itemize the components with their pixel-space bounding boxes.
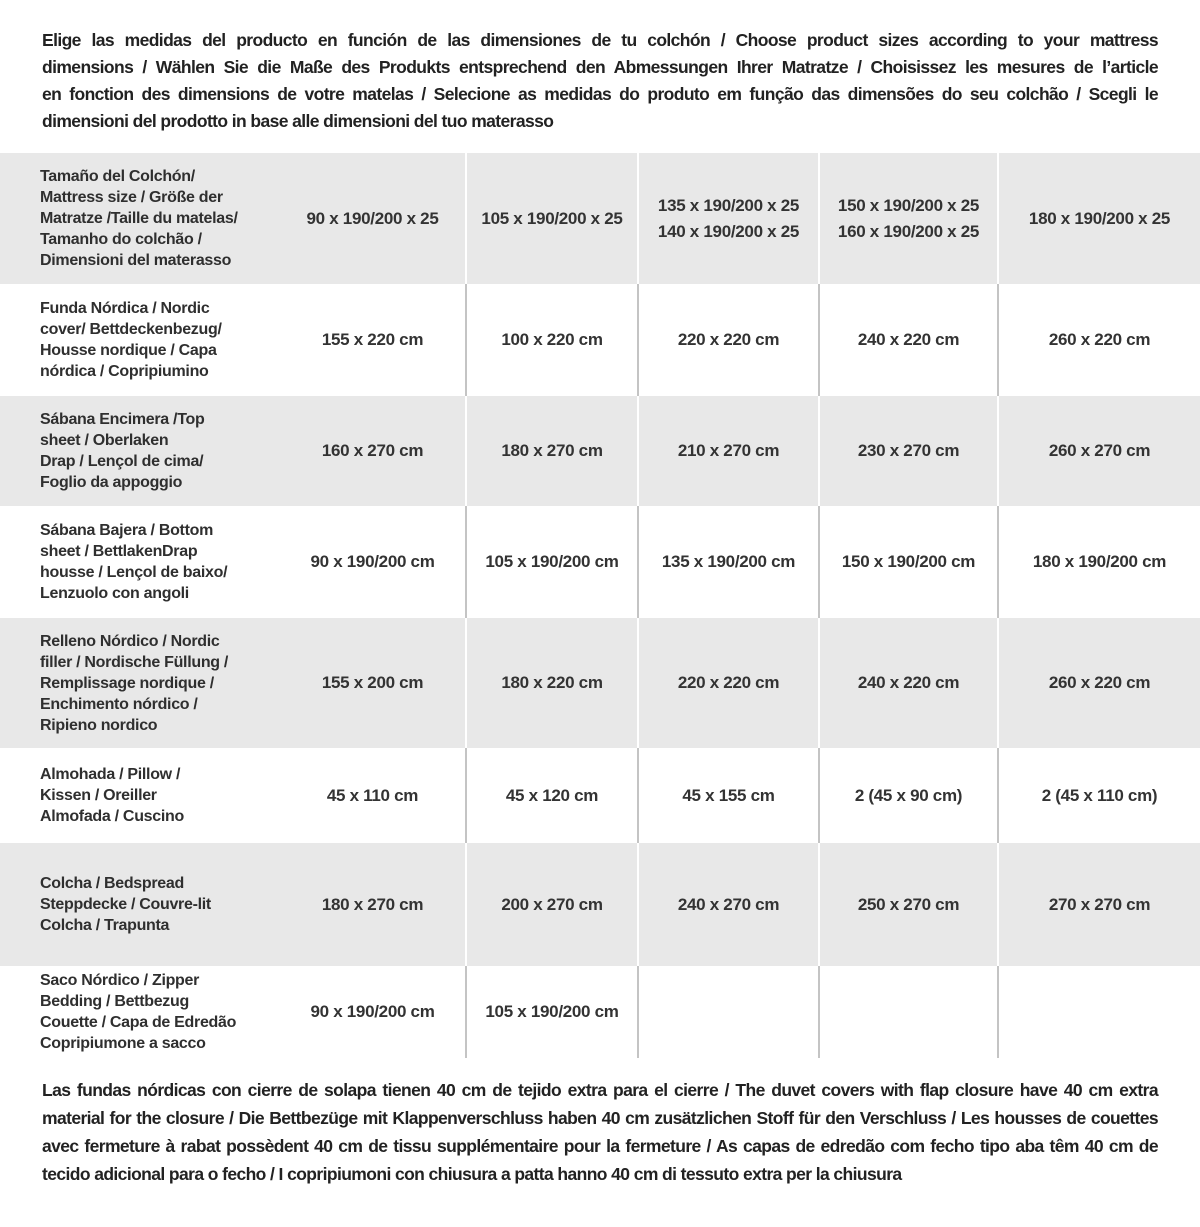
size-cell: 155 x 200 cm — [321, 673, 424, 692]
header-col-180: 180 x 190/200 x 25 — [997, 153, 1200, 284]
row-label: Relleno Nórdico / Nordic filler / Nordis… — [40, 632, 229, 734]
header-col-150-160: 150 x 190/200 x 25 160 x 190/200 x 25 — [818, 153, 997, 284]
note-line: avec fermeture à rabat possèdent 40 cm d… — [42, 1136, 1159, 1156]
row-label: Saco Nórdico / Zipper Bedding / Bettbezu… — [40, 972, 237, 1052]
size-cell: 135 x 190/200 cm — [637, 506, 818, 618]
header-col-135-140: 135 x 190/200 x 25 140 x 190/200 x 25 — [637, 153, 818, 284]
row-label: Sábana Encimera /Top sheet / Oberlaken D… — [40, 411, 205, 491]
size-cell: 260 x 270 cm — [997, 396, 1200, 506]
size-guide-page: Elige las medidas del producto en funció… — [0, 27, 1200, 1227]
size-cell: 105 x 190/200 cm — [465, 506, 637, 618]
intro-line: dimensioni del prodotto in base alle dim… — [42, 111, 554, 131]
size-cell: 200 x 270 cm — [465, 843, 637, 966]
size-cell: 2 (45 x 110 cm) — [997, 748, 1200, 843]
size-cell: 210 x 270 cm — [637, 396, 818, 506]
row-zipper-bedding: Saco Nórdico / Zipper Bedding / Bettbezu… — [0, 966, 1200, 1058]
size-cell: 230 x 270 cm — [818, 396, 997, 506]
row-pillow: Almohada / Pillow / Kissen / Oreiller Al… — [0, 748, 1200, 843]
row-label: Sábana Bajera / Bottom sheet / Bettlaken… — [40, 522, 228, 602]
size-cell: 155 x 220 cm — [321, 330, 424, 349]
note-paragraph: Las fundas nórdicas con cierre de solapa… — [0, 1076, 1200, 1188]
size-cell: 45 x 110 cm — [326, 785, 419, 805]
row-label: Funda Nórdica / Nordic cover/ Bettdecken… — [40, 300, 222, 380]
header-col-90: 90 x 190/200 x 25 — [306, 208, 439, 228]
row-top-sheet: Sábana Encimera /Top sheet / Oberlaken D… — [0, 396, 1200, 506]
note-line: material for the closure / Die Bettbezüg… — [42, 1108, 1159, 1128]
row-nordic-cover: Funda Nórdica / Nordic cover/ Bettdecken… — [0, 284, 1200, 396]
size-cell: 160 x 270 cm — [321, 441, 424, 460]
size-cell — [818, 966, 997, 1058]
row-bedspread: Colcha / Bedspread Steppdecke / Couvre-l… — [0, 843, 1200, 966]
size-cell: 2 (45 x 90 cm) — [818, 748, 997, 843]
size-cell: 45 x 120 cm — [465, 748, 637, 843]
size-cell: 105 x 190/200 cm — [465, 966, 637, 1058]
row-label: Colcha / Bedspread Steppdecke / Couvre-l… — [40, 875, 211, 934]
header-label-mattress-size: Tamaño del Colchón/ Mattress size / Größ… — [40, 168, 238, 269]
row-label: Almohada / Pillow / Kissen / Oreiller Al… — [40, 766, 184, 825]
size-cell: 260 x 220 cm — [997, 284, 1200, 396]
size-cell: 220 x 220 cm — [637, 284, 818, 396]
size-cell: 240 x 270 cm — [637, 843, 818, 966]
note-line: tecido adicional para o fecho / I coprip… — [42, 1164, 902, 1184]
size-cell: 260 x 220 cm — [997, 618, 1200, 748]
size-cell: 90 x 190/200 cm — [310, 552, 435, 571]
intro-line: en fonction des dimensions de votre mate… — [42, 84, 1159, 104]
size-cell: 100 x 220 cm — [465, 284, 637, 396]
size-cell: 240 x 220 cm — [818, 618, 997, 748]
size-cell — [637, 966, 818, 1058]
size-cell: 180 x 220 cm — [465, 618, 637, 748]
size-cell: 220 x 220 cm — [637, 618, 818, 748]
note-line: Las fundas nórdicas con cierre de solapa… — [42, 1080, 1159, 1100]
size-cell: 250 x 270 cm — [818, 843, 997, 966]
size-cell: 180 x 270 cm — [321, 894, 424, 914]
size-cell: 150 x 190/200 cm — [818, 506, 997, 618]
size-cell — [997, 966, 1200, 1058]
header-col-105: 105 x 190/200 x 25 — [465, 153, 637, 284]
table-header-row: Tamaño del Colchón/ Mattress size / Größ… — [0, 153, 1200, 284]
intro-line: dimensions / Wählen Sie die Maße des Pro… — [42, 57, 1159, 77]
row-bottom-sheet: Sábana Bajera / Bottom sheet / Bettlaken… — [0, 506, 1200, 618]
size-cell: 45 x 155 cm — [637, 748, 818, 843]
intro-line: Elige las medidas del producto en funció… — [42, 30, 1159, 50]
intro-paragraph: Elige las medidas del producto en funció… — [0, 27, 1200, 135]
size-cell: 90 x 190/200 cm — [310, 1002, 435, 1021]
size-cell: 240 x 220 cm — [818, 284, 997, 396]
size-cell: 180 x 270 cm — [465, 396, 637, 506]
size-cell: 180 x 190/200 cm — [997, 506, 1200, 618]
size-table: Tamaño del Colchón/ Mattress size / Größ… — [0, 153, 1200, 1058]
row-nordic-filler: Relleno Nórdico / Nordic filler / Nordis… — [0, 618, 1200, 748]
size-cell: 270 x 270 cm — [997, 843, 1200, 966]
